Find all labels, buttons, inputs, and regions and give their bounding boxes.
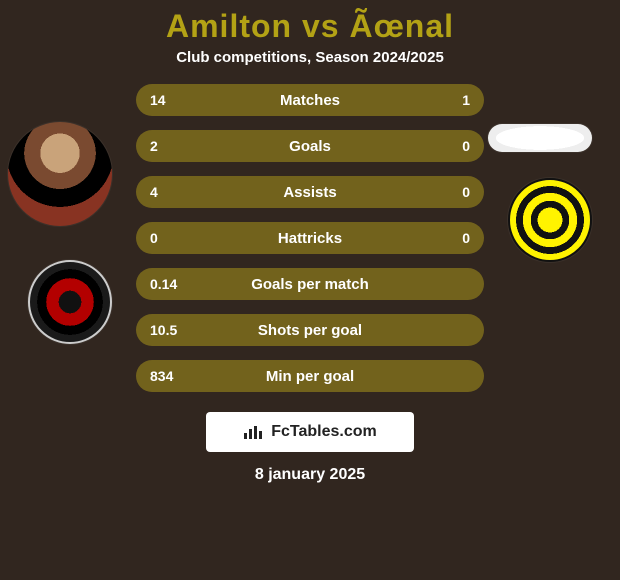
stat-left-value: 0.14 [150,276,177,292]
stat-row: 14Matches1 [136,84,484,116]
stat-right-value: 0 [462,230,470,246]
chart-icon [243,424,265,440]
stats-column: 14Matches12Goals04Assists00Hattricks00.1… [136,84,484,392]
title-player1: Amilton [166,8,292,44]
stat-left-value: 834 [150,368,173,384]
stat-right-value: 1 [462,92,470,108]
stat-row: 10.5Shots per goal [136,314,484,346]
page-title: Amilton vs Ãœnal [166,8,454,45]
stat-left-value: 14 [150,92,166,108]
stat-row: 0Hattricks0 [136,222,484,254]
stat-label: Min per goal [136,368,484,385]
stat-right-value: 0 [462,138,470,154]
stat-row: 834Min per goal [136,360,484,392]
source-badge-text: FcTables.com [271,423,377,441]
subtitle: Club competitions, Season 2024/2025 [176,49,444,66]
player-left-avatar [8,122,112,226]
stat-label: Goals [136,138,484,155]
comparison-card: Amilton vs Ãœnal Club competitions, Seas… [0,0,620,580]
stat-left-value: 2 [150,138,158,154]
stat-left-value: 10.5 [150,322,177,338]
stat-row: 0.14Goals per match [136,268,484,300]
stat-label: Matches [136,92,484,109]
stat-left-value: 4 [150,184,158,200]
player-right-avatar [488,124,592,152]
stat-label: Hattricks [136,230,484,247]
club-right-badge [508,178,592,262]
source-badge: FcTables.com [206,412,414,452]
stat-row: 2Goals0 [136,130,484,162]
stat-label: Assists [136,184,484,201]
stat-row: 4Assists0 [136,176,484,208]
stat-right-value: 0 [462,184,470,200]
stat-label: Goals per match [136,276,484,293]
stat-label: Shots per goal [136,322,484,339]
stat-left-value: 0 [150,230,158,246]
club-left-badge [28,260,112,344]
title-vs: vs [302,8,340,44]
date-label: 8 january 2025 [255,466,365,484]
title-player2: Ãœnal [349,8,454,44]
